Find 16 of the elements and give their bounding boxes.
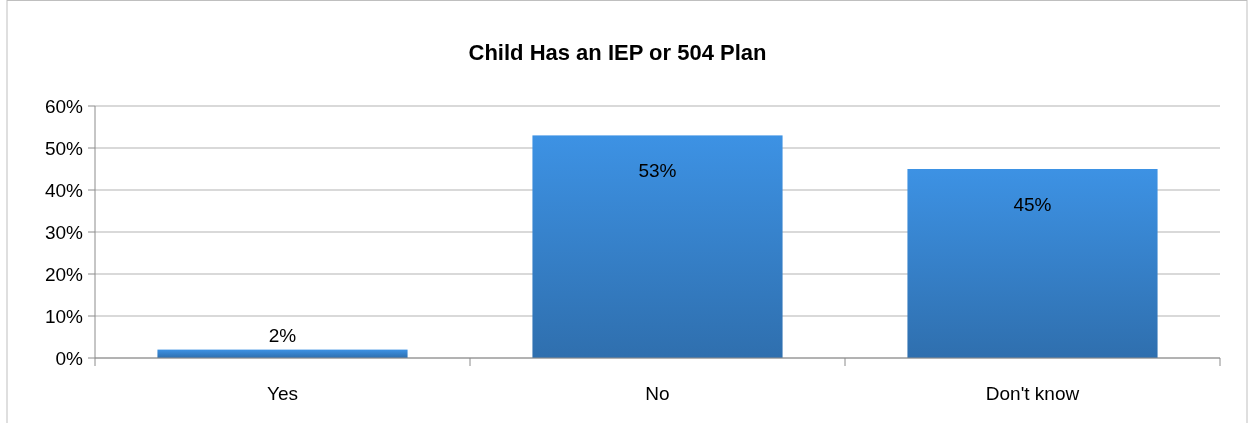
y-tick-label: 50% (44, 138, 84, 159)
x-tick-label: Don't know (985, 383, 1080, 404)
y-tick-label: 40% (44, 180, 84, 201)
x-tick-label: No (645, 383, 670, 404)
y-tick-label: 0% (55, 348, 84, 369)
y-tick-label: 20% (44, 264, 84, 285)
bar (907, 169, 1158, 358)
data-label: 53% (638, 160, 677, 182)
x-tick-label: Yes (267, 383, 298, 404)
y-tick-label: 30% (44, 222, 84, 243)
chart-title: Child Has an IEP or 504 Plan (468, 40, 767, 65)
bar (532, 135, 783, 358)
data-label: 2% (268, 324, 297, 346)
y-tick-label: 10% (44, 306, 84, 327)
y-tick-label: 60% (44, 96, 84, 117)
data-label: 45% (1013, 194, 1052, 215)
